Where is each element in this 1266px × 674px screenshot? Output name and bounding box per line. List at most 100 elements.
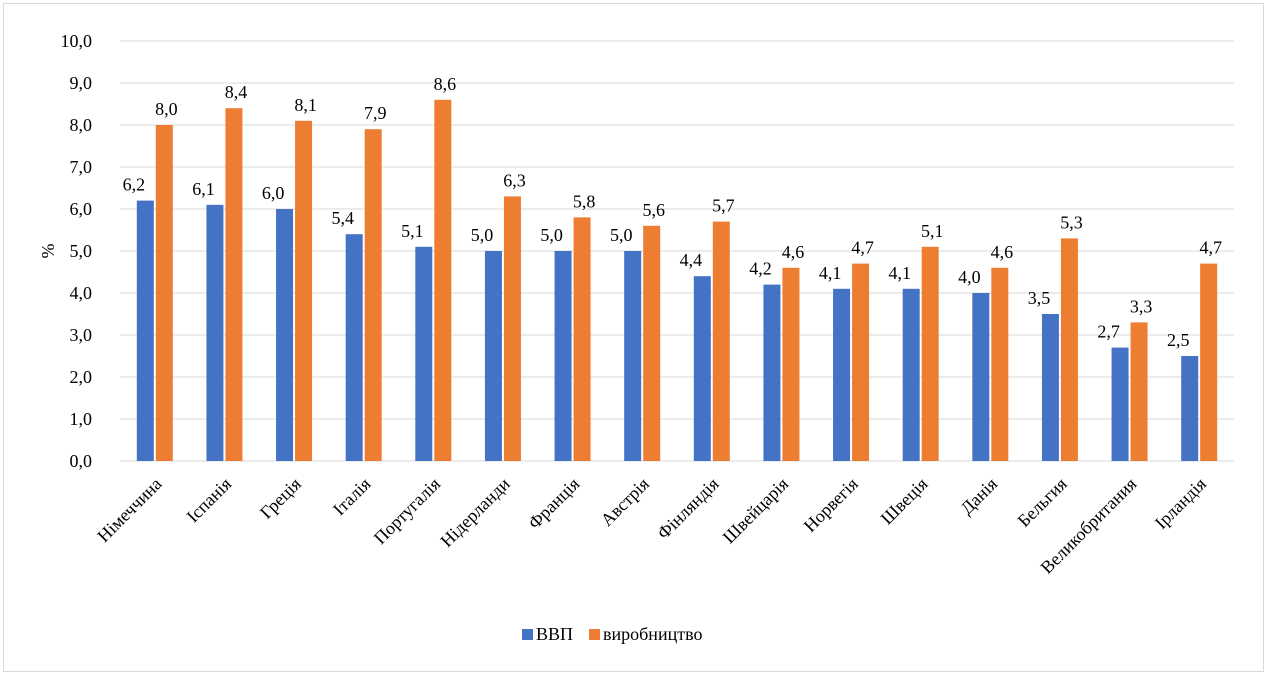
bar-production (991, 267, 1009, 461)
data-label: 5,4 (331, 208, 354, 228)
bar-gdp (763, 284, 781, 461)
y-tick-label: 0,0 (70, 451, 93, 471)
data-label: 4,1 (888, 263, 911, 283)
bar-production (921, 246, 939, 461)
data-label: 4,6 (782, 242, 805, 262)
data-label: 4,7 (1199, 238, 1222, 258)
data-label: 2,7 (1097, 322, 1120, 342)
data-label: 2,5 (1167, 330, 1190, 350)
bar-gdp (554, 251, 572, 461)
data-label: 5,7 (712, 196, 735, 216)
data-label: 6,2 (123, 175, 146, 195)
bar-gdp (972, 293, 990, 461)
bar-gdp (415, 246, 433, 461)
bar-gdp (833, 288, 851, 461)
bar-gdp (902, 288, 920, 461)
y-tick-label: 7,0 (70, 157, 93, 177)
bar-gdp (1041, 314, 1059, 461)
bar-chart: 0,0 1,0 2,0 3,0 4,0 5,0 6,0 7,0 8,0 9,0 10,0 % 6,2… (38, 31, 1234, 644)
y-tick-label: 3,0 (70, 325, 93, 345)
bar-production (643, 225, 661, 461)
data-label: 5,3 (1060, 212, 1083, 232)
category-label: Іспанія (183, 474, 236, 527)
data-label: 4,1 (819, 263, 842, 283)
data-label: 8,0 (155, 99, 178, 119)
data-label: 8,1 (294, 95, 317, 115)
bar-production (295, 120, 313, 462)
legend-label: ВВП (536, 624, 573, 644)
bar-production (852, 263, 870, 461)
category-label: Бельгия (1014, 474, 1071, 531)
legend-swatch (522, 629, 533, 640)
bar-production (434, 99, 452, 462)
category-label: Італія (329, 474, 375, 520)
category-label: Данія (956, 474, 1001, 519)
category-label: Греція (256, 474, 305, 523)
category-label: Швейцарія (719, 474, 793, 548)
category-label: Швеція (877, 474, 932, 529)
y-tick-label: 10,0 (61, 31, 93, 51)
data-label: 4,6 (991, 242, 1014, 262)
category-labels: Німеччина Іспанія Греція ІталіяПортугаліяНі… (93, 473, 1210, 577)
data-label: 5,8 (573, 191, 596, 211)
data-label: 4,0 (958, 267, 981, 287)
data-label: 4,7 (851, 238, 874, 258)
y-axis-title: % (38, 244, 58, 259)
data-label: 6,3 (503, 170, 526, 190)
bar-gdp (276, 209, 294, 461)
category-label: Норвегія (800, 474, 862, 536)
bar-gdp (624, 251, 642, 461)
category-label: Німеччина (93, 474, 165, 546)
category-label: Австрія (597, 474, 653, 530)
legend-swatch (589, 629, 601, 640)
data-label: 5,1 (921, 221, 944, 241)
bar-gdp (206, 204, 224, 462)
chart-frame: 0,0 1,0 2,0 3,0 4,0 5,0 6,0 7,0 8,0 9,0 10,0 % 6,2… (3, 3, 1264, 672)
y-tick-label: 2,0 (70, 367, 93, 387)
data-label: 6,0 (262, 183, 285, 203)
bars (136, 99, 1218, 462)
y-tick-label: 8,0 (70, 115, 93, 135)
bar-gdp (136, 200, 154, 461)
category-label: Нідерланди (436, 473, 514, 551)
bar-production (573, 217, 591, 461)
bar-gdp (484, 251, 502, 461)
bar-production (155, 125, 173, 461)
data-label: 4,2 (749, 259, 772, 279)
bar-gdp (1111, 347, 1129, 461)
bar-production (364, 129, 382, 461)
data-label: 4,4 (680, 250, 703, 270)
bar-production (225, 108, 243, 461)
data-label: 5,0 (610, 225, 633, 245)
data-label: 7,9 (364, 103, 387, 123)
bar-gdp (1181, 356, 1199, 461)
category-label: Ірландія (1151, 474, 1210, 533)
legend: ВВП виробництво (522, 624, 702, 644)
data-label: 5,0 (540, 225, 563, 245)
bar-production (503, 196, 521, 461)
y-tick-label: 5,0 (70, 241, 93, 261)
data-label: 5,1 (401, 221, 424, 241)
category-label: Франція (524, 474, 583, 533)
data-label: 5,0 (471, 225, 494, 245)
bar-production (782, 267, 800, 461)
data-label: 3,3 (1130, 296, 1153, 316)
bar-production (712, 221, 730, 461)
data-label: 5,6 (642, 200, 665, 220)
bar-production (1060, 238, 1078, 461)
y-tick-label: 6,0 (70, 199, 93, 219)
y-axis-ticks: 0,0 1,0 2,0 3,0 4,0 5,0 6,0 7,0 8,0 9,0 10,0 (61, 31, 93, 471)
bar-production (1130, 322, 1148, 461)
bar-gdp (693, 276, 711, 461)
legend-label: виробництво (603, 624, 702, 644)
data-label: 6,1 (192, 179, 215, 199)
y-tick-label: 1,0 (70, 409, 93, 429)
y-tick-label: 4,0 (70, 283, 93, 303)
data-label: 8,6 (434, 74, 457, 94)
category-label: Португалія (370, 474, 444, 548)
data-label: 3,5 (1028, 288, 1051, 308)
bar-production (1200, 263, 1218, 461)
category-label: Фінляндія (653, 474, 722, 543)
y-tick-label: 9,0 (70, 73, 93, 93)
bar-gdp (345, 234, 363, 461)
